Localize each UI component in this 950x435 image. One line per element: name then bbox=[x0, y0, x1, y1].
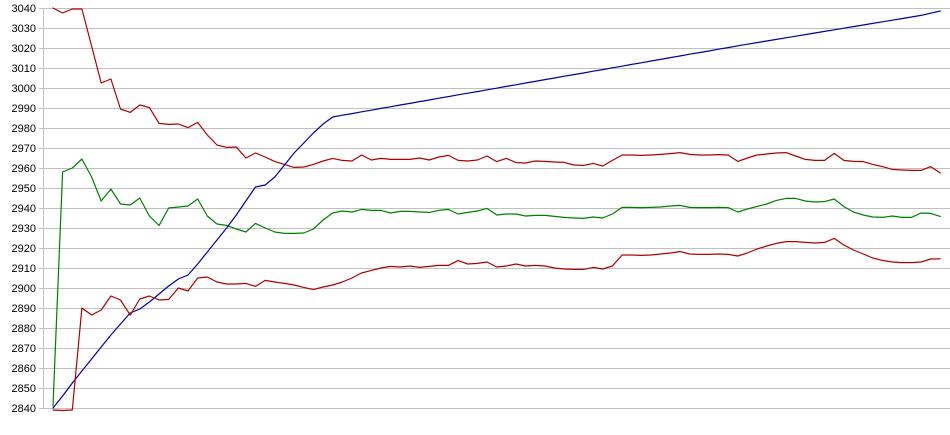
y-axis-tick-label: 3040 bbox=[12, 3, 36, 15]
series-lower-dark-red-line bbox=[52, 237, 941, 412]
series-blue-line bbox=[52, 10, 941, 409]
y-axis-tick-label: 2900 bbox=[12, 283, 36, 295]
y-axis-tick-label: 2910 bbox=[12, 263, 36, 275]
y-axis-tick-label: 2940 bbox=[12, 203, 36, 215]
y-axis-tick-label: 2920 bbox=[12, 243, 36, 255]
y-axis-tick-label: 2880 bbox=[12, 323, 36, 335]
y-axis-tick-label: 2840 bbox=[12, 403, 36, 415]
y-axis-tick-label: 3020 bbox=[12, 43, 36, 55]
y-axis-tick-label: 2960 bbox=[12, 163, 36, 175]
y-axis-tick-label: 2890 bbox=[12, 303, 36, 315]
y-axis-tick-label: 3010 bbox=[12, 63, 36, 75]
y-axis-tick-label: 2930 bbox=[12, 223, 36, 235]
y-axis-tick-label: 3030 bbox=[12, 23, 36, 35]
series-upper-dark-red-line bbox=[52, 7, 941, 174]
series-green-line bbox=[52, 158, 941, 407]
y-axis-tick-label: 2970 bbox=[12, 143, 36, 155]
y-axis-tick-label: 3000 bbox=[12, 83, 36, 95]
y-axis-tick-label: 2870 bbox=[12, 343, 36, 355]
y-axis-tick-label: 2980 bbox=[12, 123, 36, 135]
y-axis-tick-label: 2850 bbox=[12, 383, 36, 395]
y-axis-tick-label: 2990 bbox=[12, 103, 36, 115]
y-axis-tick-label: 2950 bbox=[12, 183, 36, 195]
y-axis-tick-label: 2860 bbox=[12, 363, 36, 375]
